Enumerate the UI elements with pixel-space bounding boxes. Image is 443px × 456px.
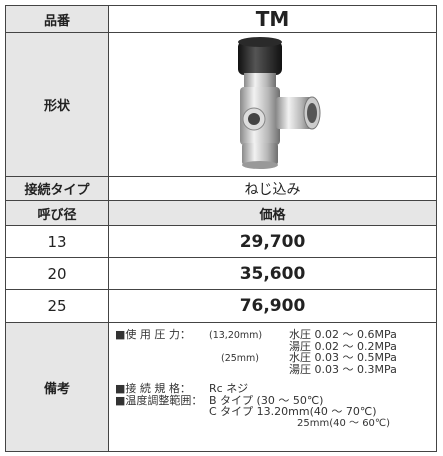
note-text: 湯圧 0.02 ～ 0.2MPa [289, 339, 397, 353]
note-text: 25mm(40 ～ 60℃) [297, 417, 391, 429]
note-line: (25mm) 水圧 0.03 ～ 0.5MPa [115, 352, 436, 364]
note-line: ■接 続 規 格： Rc ネジ [115, 383, 436, 395]
row: 形状 [5, 32, 437, 177]
price: 35,600 [108, 257, 437, 290]
price: 76,900 [108, 289, 437, 323]
size: 13 [5, 225, 109, 258]
price: 29,700 [108, 225, 437, 258]
image-cell [108, 32, 437, 177]
spec-table: 品番 TM 形状 [5, 5, 437, 452]
row: 接続タイプ ねじ込み [5, 176, 437, 201]
note-text: 水圧 0.03 ～ 0.5MPa [289, 351, 397, 364]
row: 13 29,700 [5, 225, 437, 258]
note-text: 水圧 0.02 ～ 0.6MPa [289, 328, 397, 341]
row: 20 35,600 [5, 257, 437, 290]
note-line: ■温度調整範囲： B タイプ (30 ～ 50℃) [115, 393, 436, 407]
label: 形状 [5, 32, 109, 177]
size: 25 [5, 289, 109, 323]
note-head: ■使 用 圧 力： [115, 328, 191, 341]
note-text: B タイプ (30 ～ 50℃) [209, 393, 324, 407]
product-image [237, 36, 320, 169]
note-line: 湯圧 0.03 ～ 0.3MPa [115, 362, 436, 376]
notes: ■使 用 圧 力： (13,20mm) 水圧 0.02 ～ 0.6MPa 湯圧 0.… [108, 322, 437, 452]
row: 呼び径 価格 [5, 200, 437, 226]
model: TM [108, 5, 437, 33]
note-line: 25mm(40 ～ 60℃) [115, 418, 436, 430]
header: 価格 [108, 200, 437, 226]
note-sub: (25mm) [221, 353, 260, 364]
note-head: ■温度調整範囲： [115, 393, 203, 407]
note-text: C タイプ 13.20mm(40 ～ 70℃) [209, 405, 377, 418]
label: 備考 [5, 322, 109, 452]
row: 25 76,900 [5, 289, 437, 323]
label: 呼び径 [5, 200, 109, 226]
label: 接続タイプ [5, 176, 109, 201]
note-text: 湯圧 0.03 ～ 0.3MPa [289, 362, 397, 376]
note-sub: (13,20mm) [209, 330, 263, 341]
row: 品番 TM [5, 5, 437, 33]
connection: ねじ込み [108, 176, 437, 201]
note-line: 湯圧 0.02 ～ 0.2MPa [115, 339, 436, 353]
label: 品番 [5, 5, 109, 33]
size: 20 [5, 257, 109, 290]
note-line: C タイプ 13.20mm(40 ～ 70℃) [115, 406, 436, 418]
note-head: ■接 続 規 格： [115, 382, 191, 395]
note-text: Rc ネジ [209, 382, 249, 395]
note-line: ■使 用 圧 力： (13,20mm) 水圧 0.02 ～ 0.6MPa [115, 329, 436, 341]
row: 備考 ■使 用 圧 力： (13,20mm) 水圧 0.02 ～ 0.6MPa 湯圧… [5, 322, 437, 452]
